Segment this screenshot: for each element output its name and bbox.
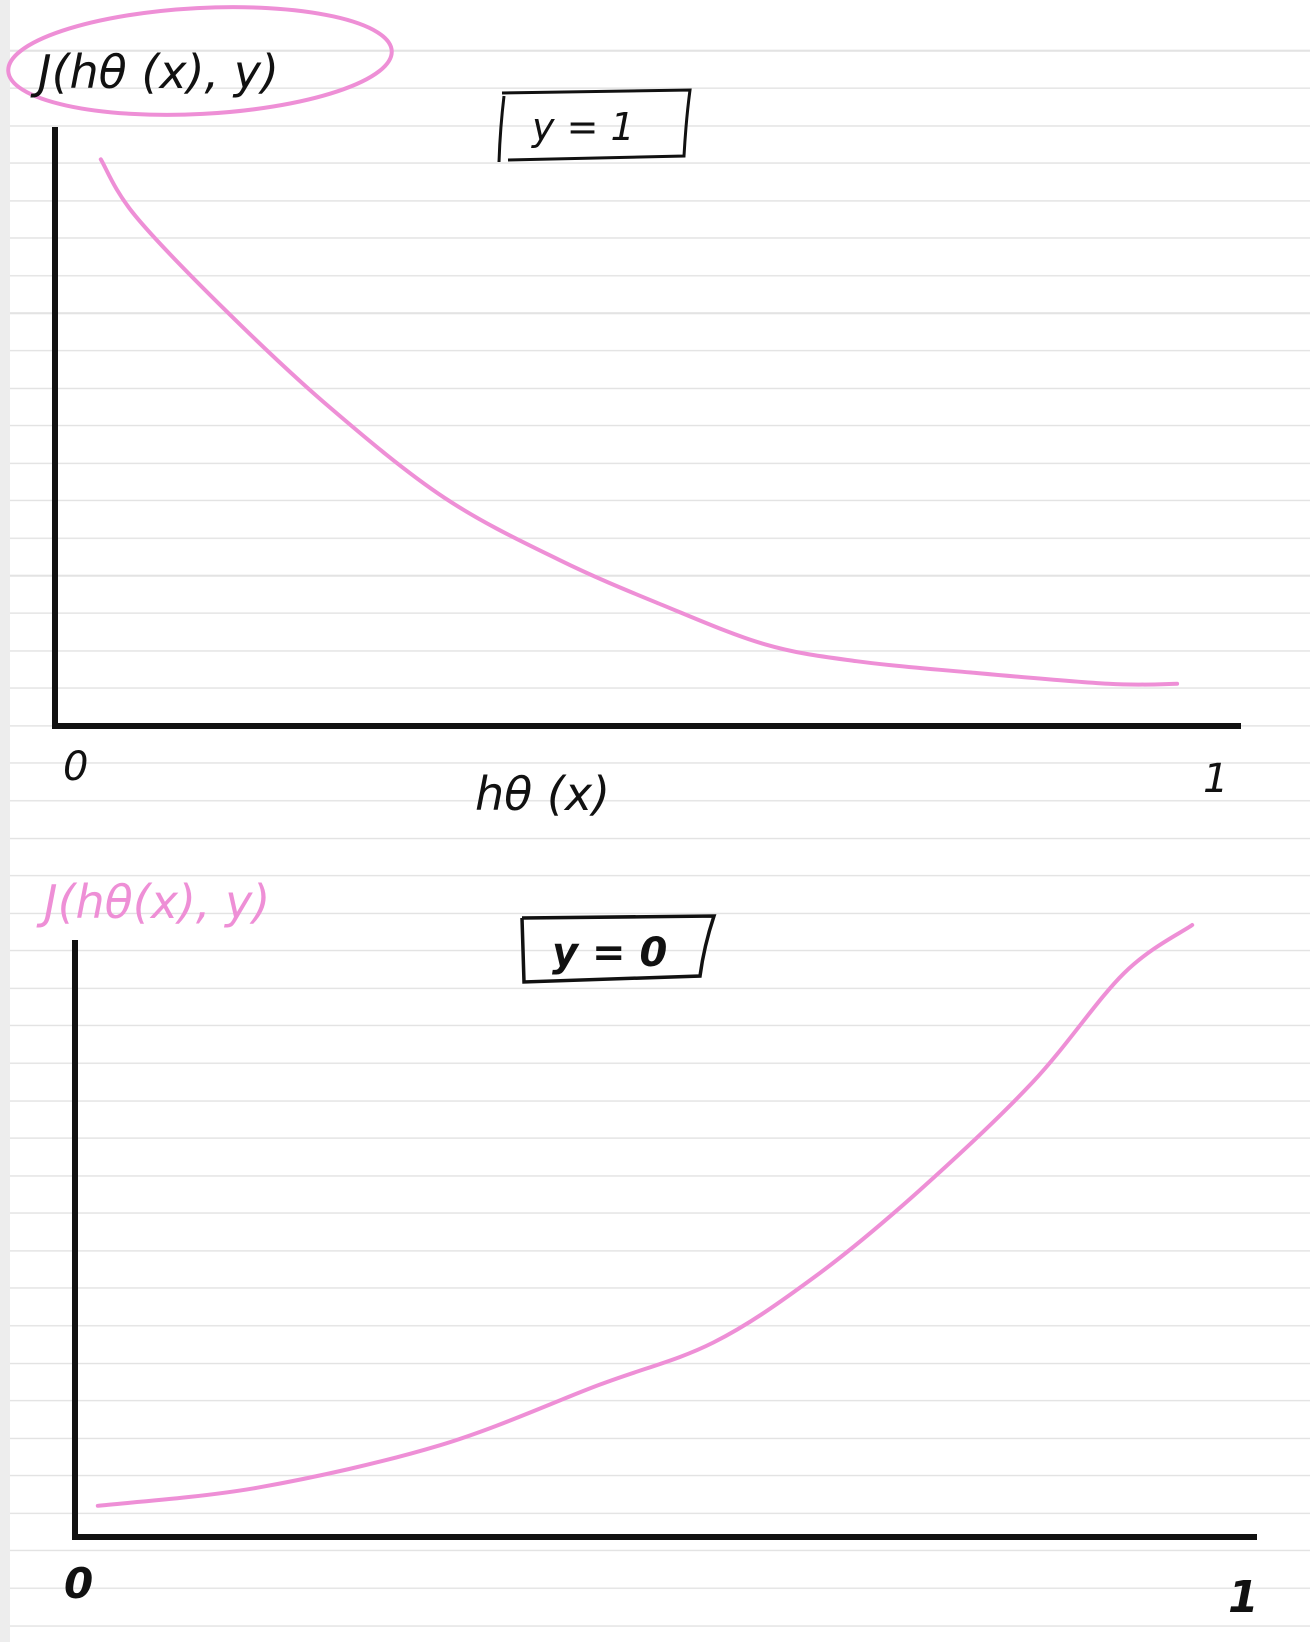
bottom-title: y = 0 bbox=[552, 930, 667, 976]
ylabel-circle bbox=[6, 5, 394, 117]
top-series-line bbox=[98, 157, 1180, 687]
bottom-xtick-1: 1 bbox=[1228, 1572, 1259, 1623]
top-ylabel: J(hθ (x), y) bbox=[30, 45, 279, 99]
bottom-series-line bbox=[95, 923, 1195, 1508]
top-xlabel: hθ (x) bbox=[475, 767, 610, 821]
top-xtick-1: 1 bbox=[1203, 756, 1228, 802]
top-xtick-0: 0 bbox=[63, 744, 88, 790]
bottom-xtick-0: 0 bbox=[64, 1559, 93, 1608]
bottom-title-box bbox=[520, 914, 717, 984]
bottom-plot: J(hθ(x), y) y = 0 0 1 bbox=[36, 875, 1259, 1623]
ruled-lines bbox=[10, 0, 1310, 1642]
top-title: y = 1 bbox=[531, 105, 635, 149]
page-edge-shadow bbox=[0, 0, 10, 1642]
top-plot: J(hθ (x), y) y = 1 0 1 hθ (x) bbox=[6, 5, 1241, 821]
bottom-ylabel: J(hθ(x), y) bbox=[36, 875, 270, 929]
top-title-box bbox=[497, 88, 692, 163]
